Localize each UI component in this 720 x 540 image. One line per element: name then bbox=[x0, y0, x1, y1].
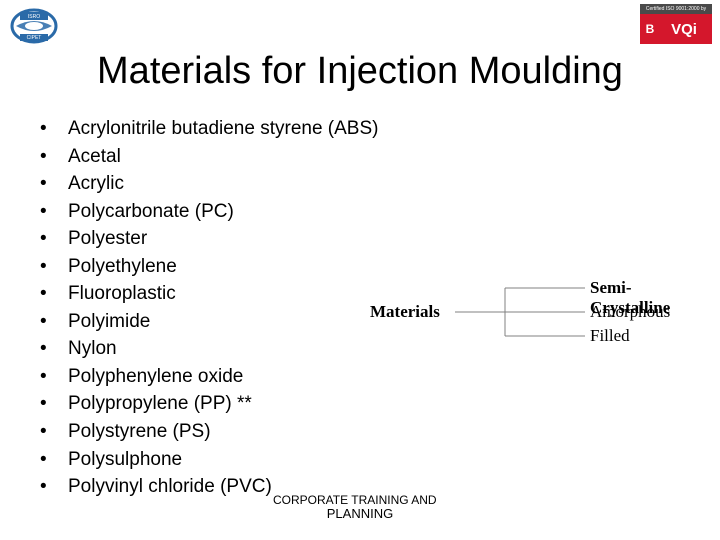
list-item: •Polysulphone bbox=[40, 446, 500, 474]
list-item-label: Polyphenylene oxide bbox=[68, 363, 243, 391]
bullet-icon: • bbox=[40, 280, 68, 308]
diagram-branch-label: Filled bbox=[590, 326, 630, 346]
footer: PLANNING bbox=[0, 506, 720, 522]
list-item-label: Acetal bbox=[68, 143, 121, 171]
slide: ISRO CIPET Certified ISO 9001:2000 by B … bbox=[0, 0, 720, 540]
bullet-icon: • bbox=[40, 198, 68, 226]
diagram-root-label: Materials bbox=[370, 302, 440, 322]
list-item-label: Polyimide bbox=[68, 308, 150, 336]
list-item-label: Polypropylene (PP) ** bbox=[68, 390, 252, 418]
bullet-icon: • bbox=[40, 170, 68, 198]
list-item-label: Polyester bbox=[68, 225, 147, 253]
list-item-label: Nylon bbox=[68, 335, 117, 363]
bullet-icon: • bbox=[40, 253, 68, 281]
right-logo: Certified ISO 9001:2000 by B VQi bbox=[640, 4, 712, 48]
bullet-icon: • bbox=[40, 363, 68, 391]
right-logo-text: VQi bbox=[671, 21, 697, 38]
footer-line2: PLANNING bbox=[327, 506, 393, 521]
list-item-label: Acrylonitrile butadiene styrene (ABS) bbox=[68, 115, 378, 143]
page-title: Materials for Injection Moulding bbox=[0, 50, 720, 93]
bullet-icon: • bbox=[40, 473, 68, 501]
list-item: •Acetal bbox=[40, 143, 500, 171]
list-item: •Polycarbonate (PC) bbox=[40, 198, 500, 226]
bullet-icon: • bbox=[40, 418, 68, 446]
cert-label: Certified ISO 9001:2000 by bbox=[640, 4, 712, 14]
list-item-label: Polyethylene bbox=[68, 253, 177, 281]
list-item-label: Fluoroplastic bbox=[68, 280, 176, 308]
list-item-label: Polyvinyl chloride (PVC) bbox=[68, 473, 272, 501]
footer-line1: CORPORATE TRAINING AND bbox=[273, 493, 437, 507]
materials-diagram: Materials Semi-Crystalline Amorphous Fil… bbox=[370, 260, 710, 370]
bullet-icon: • bbox=[40, 308, 68, 336]
list-item-label: Polysulphone bbox=[68, 446, 182, 474]
bullet-icon: • bbox=[40, 390, 68, 418]
list-item-label: Polycarbonate (PC) bbox=[68, 198, 234, 226]
bullet-icon: • bbox=[40, 335, 68, 363]
left-logo: ISRO CIPET bbox=[8, 4, 60, 48]
list-item: •Polyester bbox=[40, 225, 500, 253]
bullet-icon: • bbox=[40, 446, 68, 474]
svg-text:ISRO: ISRO bbox=[28, 14, 40, 20]
list-item: •Acrylonitrile butadiene styrene (ABS) bbox=[40, 115, 500, 143]
svg-text:B: B bbox=[646, 22, 655, 36]
list-item: •Polystyrene (PS) bbox=[40, 418, 500, 446]
bullet-icon: • bbox=[40, 143, 68, 171]
list-item-label: Polystyrene (PS) bbox=[68, 418, 211, 446]
list-item: •Polypropylene (PP) ** bbox=[40, 390, 500, 418]
list-item-label: Acrylic bbox=[68, 170, 124, 198]
svg-text:CIPET: CIPET bbox=[27, 35, 42, 41]
bullet-icon: • bbox=[40, 225, 68, 253]
diagram-branch-label: Amorphous bbox=[590, 302, 670, 322]
bullet-icon: • bbox=[40, 115, 68, 143]
list-item: •Acrylic bbox=[40, 170, 500, 198]
